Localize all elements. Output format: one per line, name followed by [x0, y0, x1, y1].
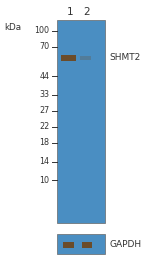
Text: 27: 27 [39, 106, 50, 115]
Text: 33: 33 [39, 90, 50, 99]
Bar [61, 55, 76, 61]
Text: kDa: kDa [4, 23, 22, 32]
Text: GAPDH: GAPDH [110, 240, 142, 249]
Text: 14: 14 [39, 157, 50, 166]
Bar [82, 242, 92, 248]
Bar [63, 242, 74, 248]
Text: 18: 18 [39, 138, 50, 147]
Text: 22: 22 [39, 122, 50, 131]
Bar [57, 234, 105, 254]
Text: 70: 70 [39, 42, 50, 51]
Text: 2: 2 [83, 7, 90, 17]
Text: 1: 1 [66, 7, 73, 17]
Text: 100: 100 [34, 26, 50, 35]
Text: SHMT2: SHMT2 [110, 53, 141, 62]
Text: 10: 10 [39, 176, 50, 185]
Text: 44: 44 [39, 72, 50, 81]
Bar [57, 20, 105, 223]
Bar [80, 56, 91, 60]
